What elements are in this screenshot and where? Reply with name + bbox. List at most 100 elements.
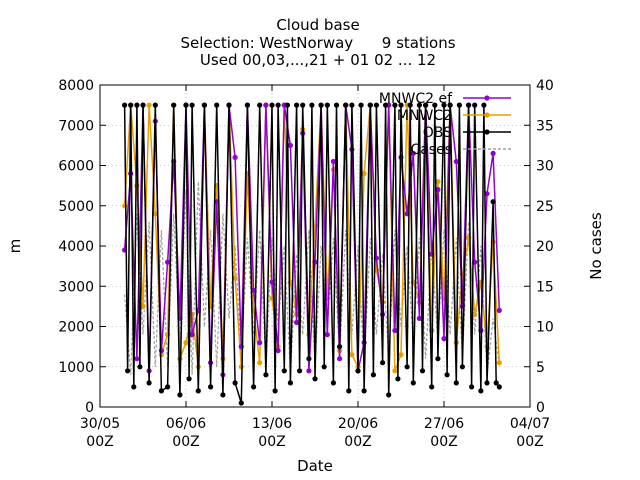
legend-marker-mnwc2-ef — [484, 95, 490, 101]
data-point-obs — [294, 102, 300, 108]
y2-tick-label: 15 — [536, 279, 554, 295]
data-point-obs — [373, 102, 379, 108]
data-point-mnwc2-ef — [287, 142, 293, 148]
data-point-obs — [208, 384, 214, 390]
data-point-mnwc2-ef — [324, 332, 330, 338]
data-point-mnwc2 — [472, 311, 478, 317]
x-tick-label-hour: 00Z — [86, 434, 113, 450]
data-point-mnwc2 — [496, 360, 502, 366]
data-point-mnwc2 — [349, 352, 355, 358]
data-point-mnwc2-ef — [294, 319, 300, 326]
data-point-obs — [128, 102, 134, 108]
data-point-obs — [201, 102, 207, 108]
data-point-obs — [490, 199, 496, 205]
data-point-obs — [410, 380, 416, 386]
data-point-obs — [131, 384, 137, 390]
data-point-obs — [367, 102, 373, 108]
data-point-obs — [220, 392, 226, 398]
data-point-obs — [300, 102, 306, 108]
data-point-mnwc2-ef — [484, 191, 490, 197]
x-tick-label: 04/07 — [510, 416, 550, 432]
data-point-mnwc2 — [361, 171, 367, 177]
data-point-obs — [361, 388, 367, 394]
data-point-obs — [383, 102, 389, 108]
series-layer — [122, 102, 502, 406]
data-point-obs — [484, 380, 490, 386]
legend-label-obs: OBS — [423, 125, 452, 141]
legend-label-mnwc2-ef: MNWC2 ef — [379, 91, 453, 107]
data-point-mnwc2-ef — [416, 315, 422, 321]
data-point-obs — [171, 102, 177, 108]
data-point-obs — [380, 360, 386, 366]
data-point-obs — [419, 368, 426, 374]
data-point-obs — [324, 102, 330, 108]
y2-tick-label: 40 — [536, 78, 554, 94]
data-point-obs — [429, 384, 435, 390]
y2-tick-label: 30 — [536, 159, 554, 175]
data-point-obs — [309, 102, 315, 108]
data-point-mnwc2 — [398, 352, 404, 358]
data-point-obs — [404, 364, 410, 370]
data-point-mnwc2-ef — [275, 348, 281, 354]
x-tick-label: 20/06 — [338, 416, 378, 432]
data-point-mnwc2 — [392, 368, 398, 374]
legend-label-mnwc2: MNWC2 — [397, 108, 452, 124]
data-point-obs — [355, 368, 361, 374]
data-point-mnwc2-ef — [392, 327, 398, 334]
data-point-mnwc2-ef — [189, 332, 195, 338]
data-point-obs — [321, 364, 327, 370]
data-point-mnwc2-ef — [257, 340, 263, 346]
data-point-mnwc2 — [146, 102, 152, 108]
data-point-obs — [251, 384, 257, 390]
data-point-obs — [146, 380, 152, 386]
data-point-obs — [134, 102, 140, 108]
data-point-obs — [423, 102, 429, 108]
y2-tick-label: 5 — [536, 360, 545, 376]
data-point-obs — [456, 102, 462, 108]
y2-axis-label: No cases — [587, 212, 605, 280]
data-point-obs — [263, 372, 269, 378]
data-point-mnwc2-ef — [330, 158, 336, 165]
data-point-obs — [432, 102, 438, 108]
data-point-mnwc2 — [183, 340, 189, 346]
data-point-obs — [395, 376, 401, 382]
data-point-obs — [306, 356, 312, 362]
y-tick-label: 1000 — [58, 360, 94, 376]
legend-marker-obs — [484, 129, 490, 135]
data-point-obs — [183, 102, 189, 108]
data-point-mnwc2-ef — [441, 336, 447, 342]
data-point-obs — [493, 380, 499, 386]
y-tick-label: 3000 — [58, 279, 94, 295]
data-point-obs — [330, 380, 336, 386]
y2-tick-label: 0 — [536, 400, 545, 416]
legend-label-cases: Cases — [410, 142, 452, 158]
data-point-obs — [165, 384, 171, 390]
data-point-obs — [318, 102, 324, 108]
data-point-mnwc2-ef — [158, 348, 164, 354]
data-point-obs — [214, 102, 220, 108]
data-point-mnwc2-ef — [410, 150, 416, 156]
data-point-obs — [244, 102, 250, 108]
data-point-obs — [386, 392, 392, 398]
data-point-mnwc2-ef — [251, 287, 257, 293]
x-tick-label-hour: 00Z — [258, 434, 285, 450]
y-axis-label: m — [6, 239, 24, 254]
data-point-obs — [358, 102, 364, 108]
data-point-obs — [444, 372, 450, 378]
chart-subtitle-2: Used 00,03,...,21 + 01 02 ... 12 — [200, 51, 436, 69]
data-point-obs — [125, 368, 131, 374]
y-tick-label: 2000 — [58, 320, 94, 336]
data-point-obs — [496, 384, 502, 390]
chart-subtitle: Selection: WestNorway 9 stations — [180, 34, 455, 52]
data-point-obs — [186, 376, 192, 382]
data-point-obs — [333, 102, 340, 108]
data-point-mnwc2 — [435, 179, 441, 185]
data-point-obs — [122, 102, 128, 108]
data-point-obs — [349, 102, 355, 108]
y2-tick-label: 20 — [536, 239, 554, 255]
x-tick-label: 13/06 — [252, 416, 292, 432]
data-point-mnwc2 — [152, 211, 158, 217]
data-point-obs — [370, 372, 376, 378]
data-point-obs — [232, 380, 238, 386]
